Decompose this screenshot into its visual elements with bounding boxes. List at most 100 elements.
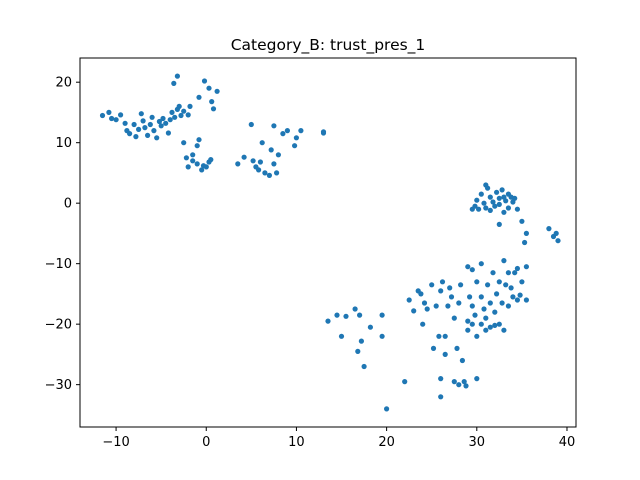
data-point bbox=[118, 112, 124, 118]
data-point bbox=[522, 239, 528, 246]
data-point bbox=[508, 285, 514, 291]
data-point bbox=[438, 394, 444, 400]
data-point bbox=[512, 195, 518, 201]
data-point bbox=[459, 357, 465, 364]
data-point bbox=[203, 164, 209, 170]
y-tick-label: −30 bbox=[45, 378, 72, 393]
data-point bbox=[109, 115, 115, 122]
data-point bbox=[163, 120, 169, 126]
data-point bbox=[496, 195, 502, 201]
data-point bbox=[476, 206, 482, 212]
data-point bbox=[501, 209, 507, 215]
data-point bbox=[248, 121, 254, 128]
data-point bbox=[481, 200, 487, 206]
data-point bbox=[199, 167, 205, 173]
data-point bbox=[496, 279, 502, 285]
data-point bbox=[514, 297, 521, 303]
y-tick-label: 0 bbox=[64, 197, 72, 212]
data-point bbox=[478, 321, 484, 327]
data-point bbox=[501, 327, 507, 333]
data-point bbox=[271, 161, 277, 167]
data-point bbox=[256, 167, 262, 173]
data-point bbox=[178, 112, 184, 119]
data-point bbox=[250, 158, 256, 164]
data-point bbox=[478, 261, 484, 267]
y-tick-label: −20 bbox=[45, 318, 72, 333]
data-point bbox=[478, 294, 484, 300]
data-point bbox=[483, 327, 489, 333]
data-point bbox=[469, 321, 475, 327]
data-point bbox=[463, 383, 469, 389]
data-point bbox=[474, 197, 480, 203]
data-point bbox=[472, 312, 478, 318]
data-point bbox=[472, 203, 478, 209]
data-point bbox=[206, 85, 212, 91]
data-point bbox=[355, 348, 361, 354]
data-point bbox=[357, 312, 363, 318]
data-point bbox=[474, 376, 480, 382]
data-point bbox=[185, 164, 191, 170]
x-tick-label: −10 bbox=[102, 435, 129, 450]
data-point bbox=[194, 143, 200, 149]
data-point bbox=[487, 300, 493, 306]
data-point bbox=[298, 128, 304, 134]
data-point bbox=[496, 321, 502, 327]
data-point bbox=[438, 288, 444, 294]
y-tick-label: 20 bbox=[55, 76, 72, 91]
data-point bbox=[214, 88, 220, 94]
data-point bbox=[334, 312, 340, 318]
data-point bbox=[158, 123, 164, 129]
data-point bbox=[325, 318, 331, 324]
data-point bbox=[456, 300, 462, 306]
data-point bbox=[485, 185, 491, 191]
data-point bbox=[208, 157, 214, 163]
data-point bbox=[503, 198, 509, 204]
data-point bbox=[458, 282, 464, 288]
data-point bbox=[523, 230, 530, 236]
data-point bbox=[402, 379, 408, 385]
data-point bbox=[467, 294, 473, 300]
data-point bbox=[420, 321, 426, 327]
data-point bbox=[517, 292, 523, 298]
data-point bbox=[474, 333, 480, 339]
data-point bbox=[523, 297, 530, 303]
data-point bbox=[469, 303, 475, 309]
data-point bbox=[447, 285, 453, 291]
data-point bbox=[361, 363, 367, 370]
data-point bbox=[174, 73, 180, 79]
data-point bbox=[430, 345, 437, 351]
data-point bbox=[465, 264, 471, 270]
data-point bbox=[352, 306, 358, 312]
data-point bbox=[271, 123, 277, 129]
data-point bbox=[367, 324, 373, 330]
data-point bbox=[167, 117, 173, 123]
data-point bbox=[209, 99, 215, 105]
data-point bbox=[505, 205, 511, 211]
data-point bbox=[194, 161, 200, 167]
data-point bbox=[555, 238, 561, 244]
data-point bbox=[519, 279, 525, 285]
chart-title: Category_B: trust_pres_1 bbox=[231, 36, 426, 55]
data-point bbox=[418, 291, 424, 297]
data-point bbox=[465, 318, 471, 324]
data-point bbox=[379, 333, 385, 339]
data-point bbox=[338, 333, 345, 339]
data-point bbox=[151, 128, 157, 134]
data-point bbox=[169, 109, 175, 115]
data-point bbox=[421, 300, 428, 306]
data-point bbox=[160, 115, 166, 122]
data-point bbox=[411, 308, 417, 314]
data-point bbox=[546, 226, 552, 232]
data-point bbox=[113, 117, 119, 123]
data-point bbox=[436, 333, 442, 339]
data-point bbox=[492, 309, 498, 315]
data-point bbox=[433, 303, 439, 309]
data-point bbox=[140, 118, 146, 124]
data-point bbox=[481, 306, 487, 312]
data-point bbox=[274, 170, 280, 176]
data-point bbox=[451, 379, 457, 385]
data-point bbox=[439, 279, 446, 285]
x-tick-label: 0 bbox=[202, 435, 210, 450]
data-point bbox=[142, 125, 148, 131]
plot-frame bbox=[79, 57, 577, 428]
